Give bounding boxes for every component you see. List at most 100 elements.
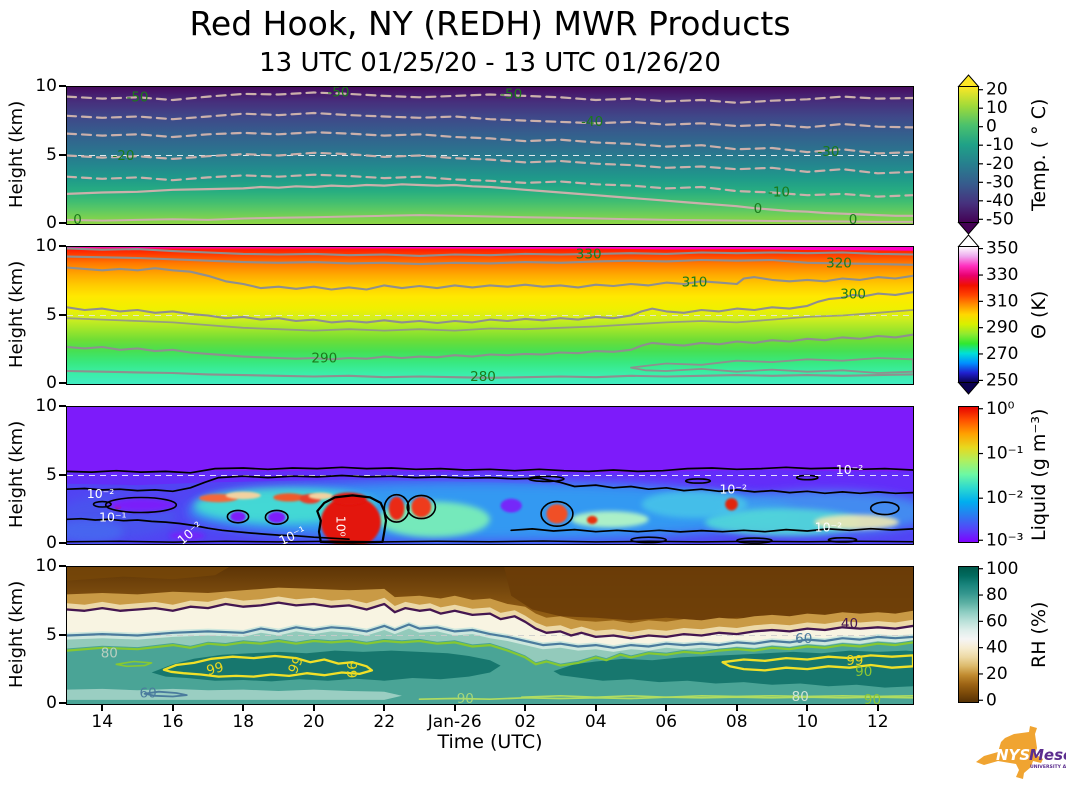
svg-text:-30: -30 bbox=[986, 172, 1014, 192]
svg-text:90: 90 bbox=[864, 692, 881, 705]
x-tick-label: 14 bbox=[91, 712, 114, 732]
svg-text:10⁰: 10⁰ bbox=[986, 399, 1015, 419]
svg-text:10⁻²: 10⁻² bbox=[836, 462, 864, 477]
y-axis-label: Height (km) bbox=[6, 260, 27, 369]
svg-text:99: 99 bbox=[205, 659, 226, 679]
svg-text:100: 100 bbox=[986, 559, 1018, 579]
svg-text:10⁻²: 10⁻² bbox=[815, 520, 843, 535]
y-tick: 10 bbox=[35, 396, 66, 416]
y-axis-ticks: 10 5 0 bbox=[30, 396, 66, 553]
svg-text:-40: -40 bbox=[581, 114, 603, 130]
y-axis-label: Height (km) bbox=[6, 580, 27, 689]
x-tick-mark bbox=[171, 704, 174, 711]
x-tick-mark bbox=[242, 704, 245, 711]
nys-mesonet-logo: NYS Mesonet UNIVERSITY AT ALBANY bbox=[976, 726, 1066, 779]
theta-colorbar: 350 330 310 290 270 250 bbox=[957, 234, 1018, 395]
svg-text:-10: -10 bbox=[768, 185, 790, 201]
x-tick-label: 20 bbox=[302, 712, 325, 732]
svg-text:10⁻¹: 10⁻¹ bbox=[99, 510, 127, 525]
x-tick-mark bbox=[383, 704, 386, 711]
x-tick-mark bbox=[101, 704, 104, 711]
x-tick-label: Jan-26 bbox=[427, 712, 482, 732]
y-tick: 0 bbox=[46, 533, 66, 553]
panel-theta: Height (km) 10 5 0 330 320 310 300 290 280 350 3… bbox=[0, 234, 1066, 395]
x-tick-mark bbox=[665, 704, 668, 711]
x-tick-label: 04 bbox=[584, 712, 607, 732]
svg-text:-10: -10 bbox=[986, 135, 1014, 155]
page-title: Red Hook, NY (REDH) MWR Products bbox=[189, 4, 791, 43]
svg-text:40: 40 bbox=[986, 638, 1008, 658]
x-tick-label: 12 bbox=[866, 712, 889, 732]
y-tick: 0 bbox=[46, 693, 66, 713]
y-axis-label: Height (km) bbox=[6, 420, 27, 529]
svg-text:20: 20 bbox=[986, 80, 1008, 100]
logo-mesonet-text: Mesonet bbox=[1029, 746, 1066, 764]
y-axis-ticks: 10 5 0 bbox=[30, 236, 66, 393]
logo-university-text: UNIVERSITY AT ALBANY bbox=[1030, 764, 1066, 770]
x-tick-mark bbox=[524, 704, 527, 711]
x-tick-mark bbox=[806, 704, 809, 711]
svg-text:90: 90 bbox=[457, 691, 474, 705]
x-tick-mark bbox=[594, 704, 597, 711]
svg-text:40: 40 bbox=[841, 616, 858, 632]
y-tick: 10 bbox=[35, 76, 66, 96]
y-tick: 10 bbox=[35, 556, 66, 576]
x-tick-label: 10 bbox=[796, 712, 819, 732]
y-axis-ticks: 10 5 0 bbox=[30, 556, 66, 713]
svg-text:-50: -50 bbox=[327, 86, 349, 101]
svg-text:270: 270 bbox=[986, 344, 1018, 364]
svg-text:-20: -20 bbox=[986, 154, 1014, 174]
y-tick: 0 bbox=[46, 373, 66, 393]
x-tick-label: 22 bbox=[373, 712, 396, 732]
svg-text:10: 10 bbox=[986, 98, 1008, 118]
y-tick: 5 bbox=[46, 465, 66, 485]
svg-text:290: 290 bbox=[986, 318, 1018, 338]
svg-text:-50: -50 bbox=[500, 87, 522, 103]
svg-text:-20: -20 bbox=[112, 148, 134, 164]
x-tick-label: 08 bbox=[725, 712, 748, 732]
svg-text:10⁻²: 10⁻² bbox=[986, 488, 1023, 508]
y-tick: 10 bbox=[35, 236, 66, 256]
svg-text:0: 0 bbox=[986, 117, 997, 137]
theta-colorbar-label: Θ (K) bbox=[1028, 290, 1050, 340]
svg-text:290: 290 bbox=[311, 351, 337, 367]
figure-subtitle: 13 UTC 01/25/20 - 13 UTC 01/26/20 bbox=[259, 48, 721, 78]
x-tick-label: 06 bbox=[655, 712, 678, 732]
x-tick-mark bbox=[453, 704, 456, 711]
svg-text:310: 310 bbox=[682, 275, 708, 291]
svg-text:99: 99 bbox=[343, 661, 359, 678]
temperature-colorbar-label: Temp. ( ° C) bbox=[1028, 98, 1050, 212]
panel-temperature: Height (km) 10 5 0 -50 -50 -50 -40 -30 -20 -10 0 0… bbox=[0, 74, 1066, 235]
svg-text:-30: -30 bbox=[817, 144, 839, 160]
svg-text:330: 330 bbox=[986, 265, 1018, 285]
svg-text:99: 99 bbox=[846, 653, 863, 669]
x-tick-label: 02 bbox=[514, 712, 537, 732]
svg-text:20: 20 bbox=[986, 664, 1008, 684]
svg-text:0: 0 bbox=[986, 690, 997, 710]
svg-text:10⁻²: 10⁻² bbox=[719, 481, 747, 496]
rh-colorbar-label: RH (%) bbox=[1028, 601, 1050, 669]
x-tick-label: 18 bbox=[232, 712, 255, 732]
svg-text:300: 300 bbox=[840, 286, 866, 302]
svg-text:250: 250 bbox=[986, 370, 1018, 390]
svg-text:60: 60 bbox=[795, 631, 812, 647]
y-axis-ticks: 10 5 0 bbox=[30, 76, 66, 233]
x-axis-title: Time (UTC) bbox=[437, 731, 543, 753]
logo-nys-text: NYS bbox=[996, 746, 1030, 764]
ny-state-shape bbox=[976, 726, 1043, 779]
svg-text:330: 330 bbox=[576, 247, 602, 263]
panel-liquid: Height (km) 10 5 0 10⁻² 10⁻¹ 10⁻² 10⁻¹ 10⁰ 10⁻²… bbox=[0, 396, 1066, 553]
x-tick-label: 16 bbox=[161, 712, 184, 732]
x-tick-mark bbox=[876, 704, 879, 711]
svg-text:10⁻²: 10⁻² bbox=[87, 486, 115, 501]
svg-text:10⁻³: 10⁻³ bbox=[986, 530, 1023, 550]
svg-text:310: 310 bbox=[986, 291, 1018, 311]
y-tick: 5 bbox=[46, 145, 66, 165]
liquid-colorbar: 10⁰ 10⁻¹ 10⁻² 10⁻³ bbox=[958, 399, 1023, 550]
svg-text:80: 80 bbox=[986, 585, 1008, 605]
svg-text:350: 350 bbox=[986, 239, 1018, 259]
y-tick: 5 bbox=[46, 625, 66, 645]
y-tick: 0 bbox=[46, 213, 66, 233]
